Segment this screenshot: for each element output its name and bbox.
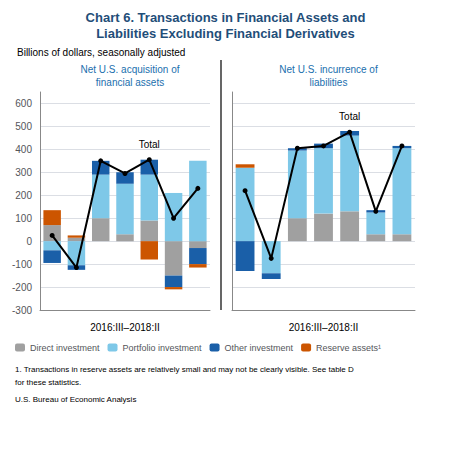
svg-text:for these statistics.: for these statistics. — [15, 378, 81, 387]
svg-text:Chart 6. Transactions in Finan: Chart 6. Transactions in Financial Asset… — [86, 10, 366, 25]
svg-text:Liabilities Excluding Financia: Liabilities Excluding Financial Derivati… — [96, 26, 355, 41]
svg-text:600: 600 — [15, 98, 32, 109]
svg-text:400: 400 — [15, 144, 32, 155]
svg-text:300: 300 — [15, 167, 32, 178]
svg-text:Reserve assets¹: Reserve assets¹ — [316, 343, 381, 353]
svg-text:Other investment: Other investment — [225, 343, 294, 353]
svg-text:Billions of dollars, seasonall: Billions of dollars, seasonally adjusted — [17, 47, 185, 58]
svg-text:financial assets: financial assets — [96, 77, 164, 88]
svg-text:2016:III–2018:II: 2016:III–2018:II — [289, 322, 359, 333]
svg-text:Net U.S. acquisition of: Net U.S. acquisition of — [81, 64, 180, 75]
svg-text:Direct investment: Direct investment — [30, 343, 100, 353]
svg-text:100: 100 — [15, 213, 32, 224]
svg-text:-100: -100 — [12, 259, 32, 270]
svg-text:0: 0 — [26, 236, 32, 247]
svg-text:1. Transactions in reserve ass: 1. Transactions in reserve assets are re… — [15, 365, 354, 374]
svg-text:U.S. Bureau of Economic Analys: U.S. Bureau of Economic Analysis — [15, 395, 136, 404]
svg-text:2016:III–2018:II: 2016:III–2018:II — [90, 322, 160, 333]
svg-text:Portfolio investment: Portfolio investment — [123, 343, 203, 353]
svg-text:500: 500 — [15, 121, 32, 132]
svg-text:Total: Total — [339, 111, 360, 122]
svg-text:-200: -200 — [12, 282, 32, 293]
svg-text:-300: -300 — [12, 305, 32, 316]
svg-text:Total: Total — [139, 139, 160, 150]
svg-text:liabilities: liabilities — [310, 77, 348, 88]
svg-text:200: 200 — [15, 190, 32, 201]
svg-text:Net U.S. incurrence of: Net U.S. incurrence of — [279, 64, 378, 75]
